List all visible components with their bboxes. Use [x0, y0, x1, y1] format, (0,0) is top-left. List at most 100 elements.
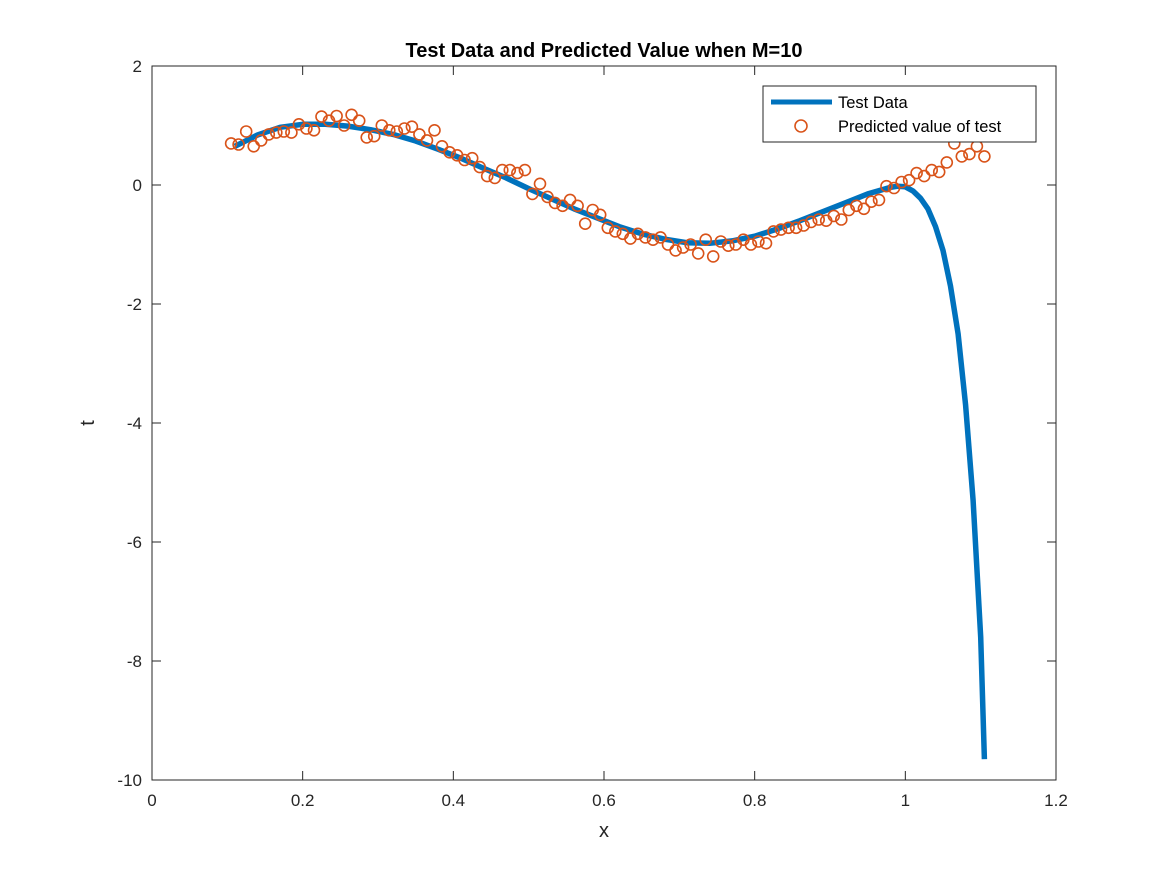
data-point-predicted [405, 120, 419, 133]
data-point-predicted [330, 109, 343, 123]
y-tick-label: 0 [133, 176, 142, 195]
data-point-predicted [646, 233, 660, 246]
data-point-predicted [631, 227, 645, 241]
data-point-predicted [413, 128, 426, 141]
data-point-predicted [382, 124, 396, 137]
y-axis-label: t [77, 420, 99, 426]
data-point-predicted [608, 225, 622, 238]
data-point-predicted [224, 137, 238, 150]
data-point-predicted [277, 125, 291, 138]
data-point-predicted [488, 171, 502, 185]
data-point-predicted [480, 169, 494, 183]
data-point-predicted [239, 125, 253, 138]
x-axis-ticks: 0 0.2 0.4 0.6 0.8 1 1.2 [147, 66, 1068, 810]
x-tick-label: 0.4 [442, 791, 466, 810]
y-tick-label: 2 [133, 57, 142, 76]
data-point-predicted [669, 244, 682, 257]
data-point-predicted [337, 119, 351, 132]
data-point-predicted [827, 209, 841, 223]
y-axis-ticks: -10 -8 -6 -4 -2 0 2 [117, 57, 1056, 790]
x-tick-label: 0.8 [743, 791, 767, 810]
data-point-predicted [360, 131, 374, 144]
data-point-predicted [699, 233, 713, 246]
data-point-predicted [254, 134, 268, 147]
data-point-predicted [511, 166, 524, 180]
data-point-predicted [307, 124, 321, 137]
data-point-predicted [880, 179, 893, 193]
data-point-predicted [292, 118, 306, 131]
data-point-predicted [842, 203, 856, 217]
data-point-predicted [458, 153, 471, 167]
data-point-predicted [593, 208, 607, 222]
data-point-predicted [541, 190, 554, 204]
y-tick-label: -4 [127, 414, 142, 433]
data-point-predicted [902, 173, 916, 187]
data-point-predicted [789, 221, 803, 235]
legend-entry-test-data: Test Data [838, 94, 909, 112]
data-point-predicted [548, 196, 562, 210]
data-point-predicted [315, 110, 328, 123]
data-point-predicted [850, 199, 863, 213]
data-point-predicted [578, 217, 592, 230]
data-point-predicted [300, 122, 313, 135]
data-point-predicted [398, 122, 411, 135]
data-point-predicted [465, 151, 479, 165]
data-point-predicted [714, 235, 728, 248]
data-point-predicted [684, 238, 697, 251]
data-point-predicted [639, 231, 652, 244]
series-layer [224, 108, 991, 760]
data-point-predicted [955, 150, 969, 163]
data-point-predicted [232, 138, 245, 151]
data-point-predicted [865, 195, 878, 208]
data-point-predicted [925, 163, 939, 177]
data-point-predicted [706, 250, 720, 263]
data-point-predicted [352, 114, 366, 127]
data-point-predicted [676, 241, 690, 254]
data-point-predicted [262, 128, 276, 141]
data-point-predicted [804, 215, 818, 229]
data-point-predicted [435, 140, 449, 153]
data-point-predicted [721, 239, 735, 252]
data-point-predicted [571, 199, 584, 213]
data-point-predicted [443, 146, 456, 159]
data-point-predicted [654, 231, 667, 244]
plot-area: 0 0.2 0.4 0.6 0.8 1 1.2 -10 -8 -6 -4 -2 0 2 [117, 57, 1067, 810]
data-point-predicted [917, 169, 931, 183]
y-tick-label: -10 [117, 771, 142, 790]
data-point-predicted [601, 221, 615, 235]
x-tick-label: 1.2 [1044, 791, 1068, 810]
legend-box [762, 85, 1037, 143]
data-point-predicted [367, 129, 381, 143]
data-point-predicted [691, 247, 705, 260]
legend-marker-swatch [794, 119, 808, 133]
data-point-predicted [812, 213, 826, 226]
data-point-predicted [420, 134, 434, 147]
chart-title: Test Data and Predicted Value when M=10 [406, 40, 803, 62]
data-point-predicted [940, 156, 954, 169]
y-tick-label: -2 [127, 295, 142, 314]
x-axis-label: x [599, 820, 609, 842]
data-point-predicted [910, 166, 923, 180]
data-point-predicted [744, 238, 758, 251]
y-tick-label: -8 [127, 652, 142, 671]
data-point-predicted [834, 213, 848, 226]
data-point-predicted [390, 125, 404, 138]
data-point-predicted [978, 150, 991, 163]
data-point-predicted [752, 235, 765, 248]
data-point-predicted [428, 124, 441, 137]
data-point-predicted [782, 221, 795, 235]
legend: Test Data Predicted value of test [762, 85, 1037, 143]
data-point-predicted [285, 126, 298, 139]
y-tick-label: -6 [127, 533, 142, 552]
x-tick-label: 0.2 [291, 791, 315, 810]
data-point-predicted [872, 193, 886, 207]
data-point-predicted [767, 225, 780, 238]
data-point-predicted [932, 165, 946, 179]
data-point-predicted [963, 147, 976, 161]
x-tick-label: 0 [147, 791, 156, 810]
data-point-predicted [533, 177, 547, 191]
data-point-predicted [518, 163, 532, 177]
data-point-predicted [857, 202, 871, 216]
data-point-predicted [887, 181, 901, 195]
data-point-predicted [495, 163, 509, 177]
